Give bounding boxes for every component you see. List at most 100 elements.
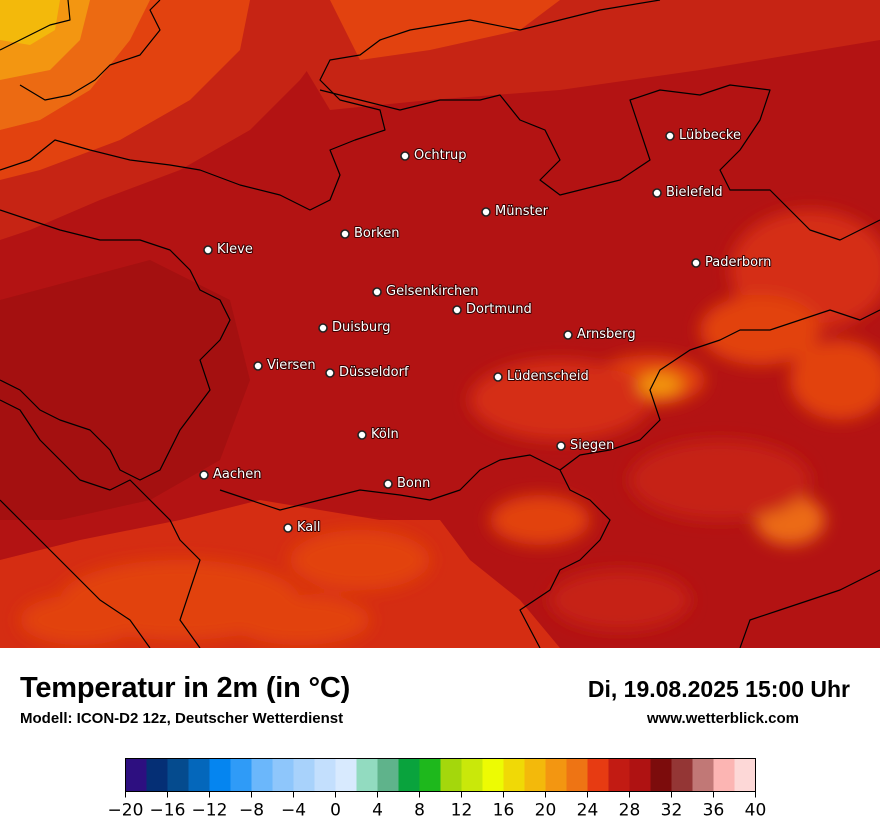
legend-swatch	[692, 758, 714, 792]
legend-swatch	[734, 758, 756, 792]
legend-tick-label: −4	[281, 801, 306, 821]
city-marker[interactable]: Ochtrup	[400, 147, 468, 164]
legend-tick-label: 24	[577, 801, 599, 821]
legend-swatch	[356, 758, 378, 792]
legend-swatches	[125, 758, 756, 792]
legend-swatch	[545, 758, 567, 792]
city-marker[interactable]: Düsseldorf	[325, 364, 410, 381]
city-label: Kleve	[217, 242, 253, 257]
color-scale-legend: −20 −16 −12 −8 −4 0 4 8 12 16 20 24 28 32 36 40	[108, 758, 767, 821]
city-marker[interactable]: Aachen	[199, 466, 262, 483]
temperature-map: Lübbecke Ochtrup Bielefeld Münster Borke…	[0, 0, 880, 648]
legend-tick-label: 32	[661, 801, 683, 821]
legend-tick-label: 20	[535, 801, 557, 821]
city-marker[interactable]: Dortmund	[452, 301, 533, 318]
legend-swatch	[566, 758, 588, 792]
city-marker[interactable]: Bonn	[383, 475, 431, 492]
border-belgium-south	[0, 399, 201, 648]
legend-tick-label: −16	[150, 801, 186, 821]
city-label: Dortmund	[466, 302, 532, 317]
border-hesse	[739, 569, 880, 648]
city-label: Viersen	[267, 358, 316, 373]
legend-tick-label: 8	[414, 801, 425, 821]
legend-tick-label: 12	[451, 801, 473, 821]
legend-swatch	[188, 758, 210, 792]
legend-swatch	[608, 758, 630, 792]
city-marker[interactable]: Arnsberg	[563, 326, 637, 343]
legend-swatch	[440, 758, 462, 792]
city-label: Siegen	[570, 438, 614, 453]
legend-swatch	[272, 758, 294, 792]
city-label: Lüdenscheid	[507, 369, 589, 384]
city-marker[interactable]: Lüdenscheid	[493, 368, 590, 385]
city-marker[interactable]: Duisburg	[318, 319, 392, 336]
city-marker[interactable]: Kleve	[203, 241, 254, 258]
warm-patch-south-6	[490, 495, 590, 545]
city-label: Aachen	[213, 467, 261, 482]
warm-patch-east-4	[470, 360, 650, 440]
city-label: Borken	[354, 226, 400, 241]
city-marker[interactable]: Köln	[357, 426, 400, 443]
city-label: Arnsberg	[577, 327, 636, 342]
city-marker[interactable]: Lübbecke	[665, 127, 742, 144]
legend-tick-label: 40	[745, 801, 767, 821]
legend-ticks: −20 −16 −12 −8 −4 0 4 8 12 16 20 24 28 32 36 40	[108, 791, 767, 821]
map-footer: Temperatur in 2m (in °C) Modell: ICON-D2…	[0, 648, 880, 830]
warm-area-north-2	[330, 0, 560, 60]
city-label: Bonn	[397, 476, 430, 491]
forecast-datetime: Di, 19.08.2025 15:00 Uhr	[587, 676, 850, 702]
legend-swatch	[503, 758, 525, 792]
legend-swatch	[293, 758, 315, 792]
legend-swatch	[461, 758, 483, 792]
border-lower-saxony-west	[19, 0, 161, 101]
warm-area-northwest-5	[0, 0, 60, 45]
temperature-field	[0, 0, 880, 648]
city-label: Lübbecke	[679, 128, 741, 143]
legend-swatch	[146, 758, 168, 792]
border-nrw-northeast	[319, 84, 880, 241]
city-label: Gelsenkirchen	[386, 284, 479, 299]
city-marker[interactable]: Viersen	[253, 357, 317, 374]
border-belgium-netherlands	[0, 209, 231, 481]
cooler-core-west	[0, 260, 250, 520]
website-link[interactable]: www.wetterblick.com	[647, 710, 799, 727]
city-marker[interactable]: Paderborn	[691, 254, 772, 271]
city-label: Köln	[371, 427, 399, 442]
legend-tick-label: −8	[239, 801, 264, 821]
legend-tick-label: −12	[192, 801, 228, 821]
warm-patch-south-2	[290, 530, 430, 590]
legend-tick-label: 36	[703, 801, 725, 821]
legend-swatch	[125, 758, 147, 792]
warm-patch-east-5	[638, 373, 682, 397]
city-marker[interactable]: Siegen	[556, 437, 615, 454]
city-layer: Lübbecke Ochtrup Bielefeld Münster Borke…	[199, 127, 772, 536]
legend-swatch	[251, 758, 273, 792]
border-luxembourg	[0, 499, 151, 648]
border-rhineland	[219, 454, 561, 511]
legend-tick-label: 0	[330, 801, 341, 821]
city-marker[interactable]: Münster	[481, 203, 550, 220]
city-marker[interactable]: Bielefeld	[652, 184, 724, 201]
legend-swatch	[482, 758, 504, 792]
legend-tick-label: 16	[493, 801, 515, 821]
legend-swatch	[314, 758, 336, 792]
legend-swatch	[335, 758, 357, 792]
city-marker[interactable]: Gelsenkirchen	[372, 283, 480, 300]
legend-swatch	[167, 758, 189, 792]
city-label: Paderborn	[705, 255, 771, 270]
city-marker[interactable]: Kall	[283, 519, 322, 536]
border-north-netherlands	[0, 0, 71, 51]
city-label: Bielefeld	[666, 185, 723, 200]
city-marker[interactable]: Borken	[340, 225, 401, 242]
legend-swatch	[629, 758, 651, 792]
legend-swatch	[398, 758, 420, 792]
legend-swatch	[671, 758, 693, 792]
legend-swatch	[524, 758, 546, 792]
legend-swatch	[587, 758, 609, 792]
city-label: Kall	[297, 520, 321, 535]
city-label: Münster	[495, 204, 549, 219]
border-nrw-north	[0, 0, 661, 211]
legend-swatch	[209, 758, 231, 792]
warm-patch-south-3	[20, 595, 140, 645]
legend-swatch	[230, 758, 252, 792]
